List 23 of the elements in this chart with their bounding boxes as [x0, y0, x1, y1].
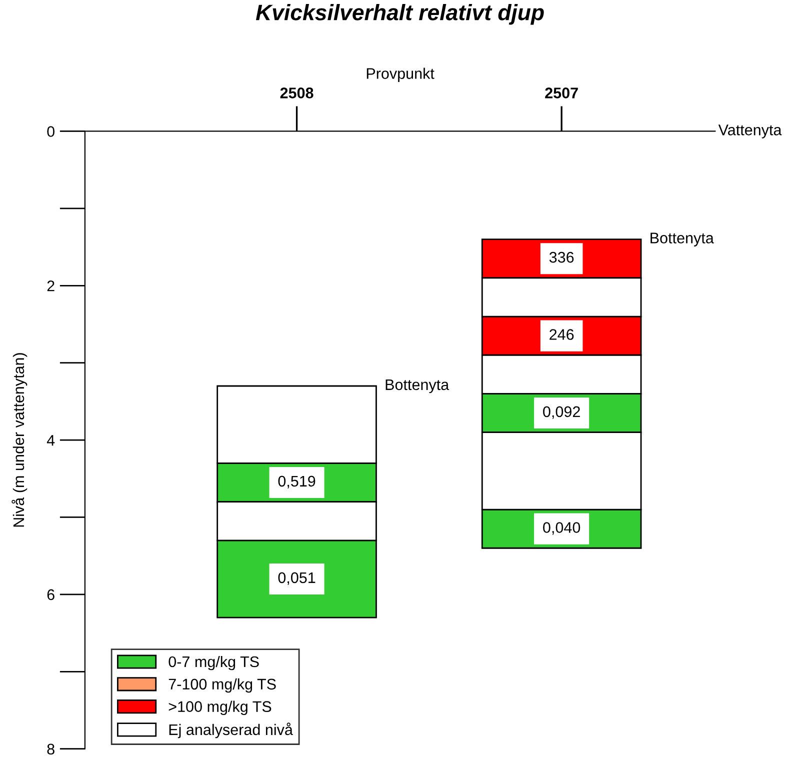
annotation: Bottenyta — [650, 232, 714, 246]
x-tick-label: 2508 — [280, 88, 314, 98]
legend-label: 7-100 mg/kg TS — [168, 678, 276, 693]
legend-label: Ej analyserad nivå — [169, 722, 293, 738]
annotation: 336 — [549, 252, 574, 263]
x-tick-label: 2507 — [545, 88, 578, 98]
annotation: 0,040 — [543, 522, 580, 535]
y-tick-label: 2 — [47, 280, 54, 292]
y-tick-label: 8 — [47, 744, 54, 755]
x-axis-title: Provpunkt — [366, 68, 434, 82]
chart-title: Kvicksilverhalt relativt djup — [256, 4, 544, 25]
annotation: 0,092 — [543, 406, 580, 419]
legend-label: >100 mg/kg TS — [168, 700, 272, 716]
y-tick-label: 4 — [46, 435, 55, 446]
y-tick-label: 6 — [47, 589, 54, 600]
y-axis-title: Nivå (m under vattenytan) — [12, 353, 28, 527]
annotation: Bottenyta — [386, 379, 450, 394]
text: Vattenyta — [718, 124, 782, 138]
legend-label: 0-7 mg/kg TS — [168, 656, 259, 670]
annotation: 0,519 — [278, 476, 316, 488]
y-tick-label: 0 — [47, 126, 54, 137]
annotation: 0,051 — [278, 572, 316, 585]
annotation: 246 — [550, 329, 574, 340]
